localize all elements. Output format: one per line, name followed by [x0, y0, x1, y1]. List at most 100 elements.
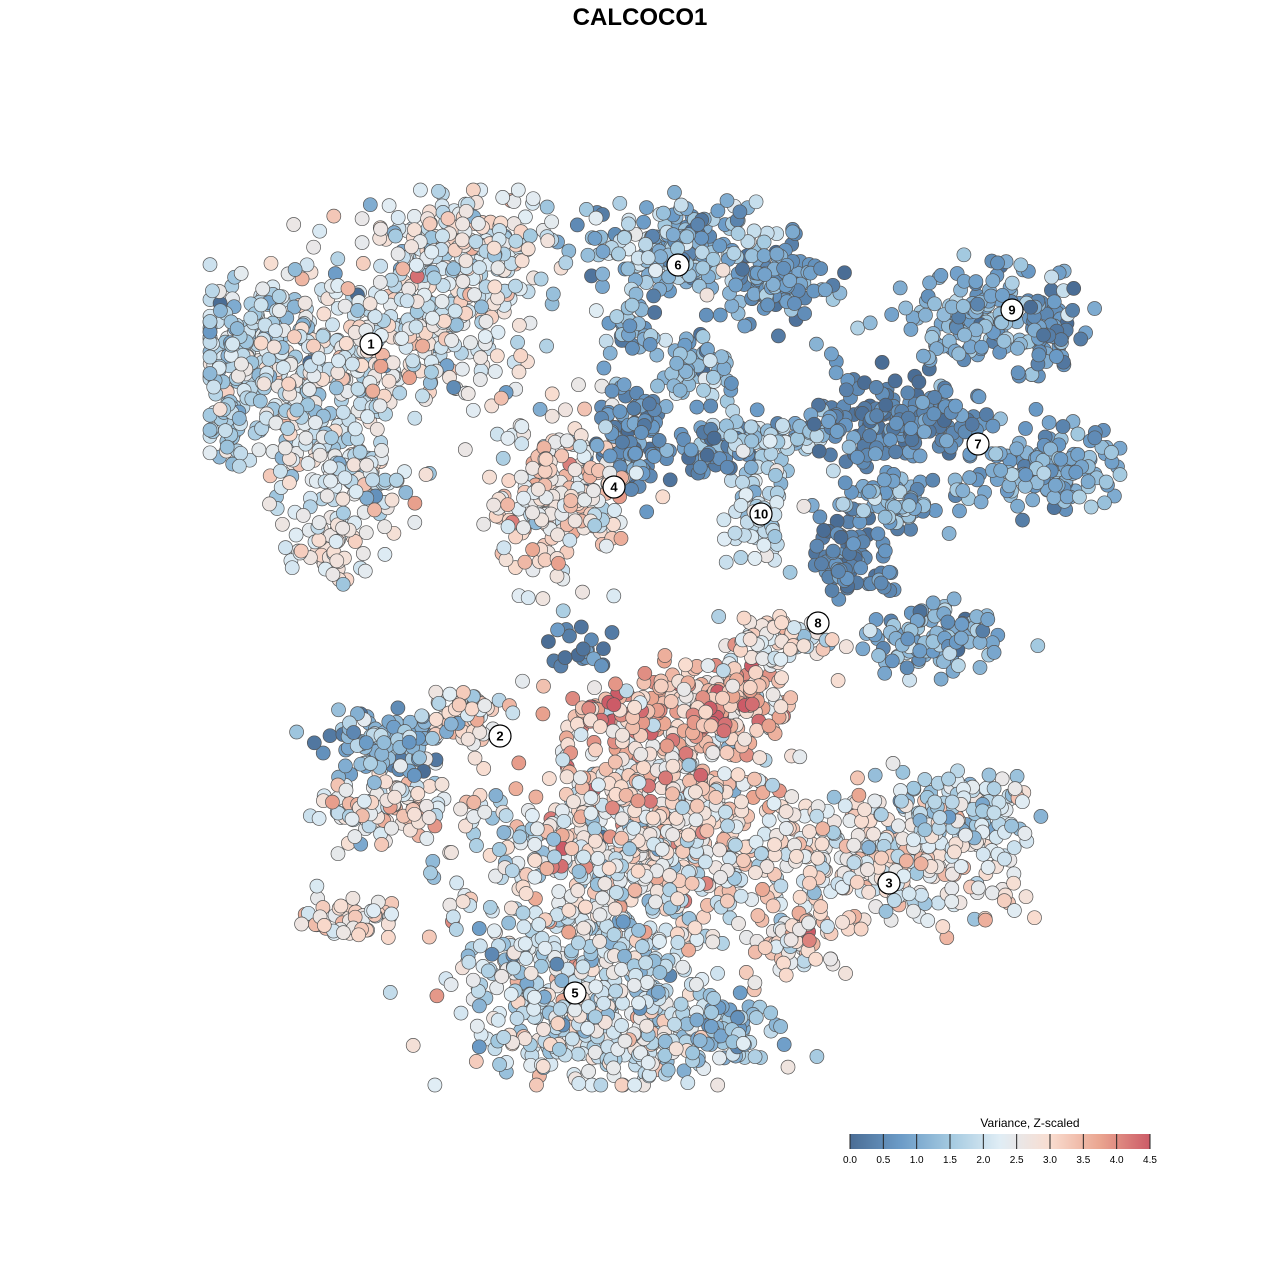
scatter-point [440, 211, 456, 226]
scatter-point [814, 556, 829, 572]
scatter-point [424, 364, 439, 380]
scatter-point [551, 884, 567, 899]
scatter-point [294, 916, 309, 932]
scatter-point [985, 418, 1001, 434]
scatter-point [369, 421, 385, 437]
scatter-point [1028, 401, 1044, 417]
scatter-point [888, 444, 904, 460]
scatter-point [853, 921, 869, 937]
scatter-point [606, 588, 622, 604]
scatter-point [537, 940, 553, 956]
scatter-point [646, 449, 662, 464]
scatter-point [1046, 294, 1062, 310]
scatter-point [306, 735, 322, 751]
scatter-point [324, 430, 339, 446]
scatter-point [546, 831, 562, 847]
scatter-point [510, 334, 525, 350]
scatter-point [802, 824, 817, 839]
scatter-point [408, 319, 424, 335]
scatter-point [1031, 347, 1047, 363]
scatter-point [612, 404, 628, 419]
scatter-point [646, 288, 661, 304]
scatter-point [1046, 490, 1062, 505]
scatter-point [778, 821, 794, 836]
scatter-point [575, 959, 591, 975]
scatter-point [703, 398, 719, 414]
scatter-point [773, 1019, 788, 1034]
scatter-point [672, 382, 688, 398]
scatter-point [633, 746, 649, 762]
scatter-point [778, 967, 794, 983]
scatter-point [492, 842, 507, 857]
scatter-point [598, 419, 613, 435]
scatter-point [377, 547, 393, 562]
scatter-point [533, 271, 549, 287]
scatter-point [889, 415, 904, 431]
scatter-point [443, 716, 459, 732]
scatter-point [587, 518, 603, 533]
scatter-point [233, 266, 249, 281]
scatter-point [539, 338, 554, 354]
scatter-point [434, 294, 450, 309]
scatter-point [725, 678, 741, 694]
scatter-point [219, 439, 235, 455]
scatter-point [916, 348, 931, 364]
scatter-point [282, 475, 297, 491]
scatter-point [202, 349, 218, 365]
scatter-point [898, 853, 914, 869]
scatter-point [792, 749, 808, 765]
scatter-point [927, 296, 942, 312]
scatter-point [917, 822, 933, 838]
scatter-point [487, 364, 503, 379]
scatter-point [288, 527, 304, 543]
scatter-point [755, 882, 770, 897]
scatter-point [817, 282, 833, 298]
scatter-point [374, 443, 389, 458]
scatter-point [446, 380, 462, 395]
scatter-point [602, 345, 618, 361]
scatter-point [525, 460, 541, 476]
scatter-point [415, 338, 430, 354]
scatter-point [640, 1055, 656, 1071]
scatter-point [384, 492, 400, 508]
scatter-point [846, 536, 861, 552]
scatter-point [425, 731, 440, 746]
scatter-point [710, 1077, 726, 1093]
scatter-point [699, 823, 715, 839]
scatter-point [624, 297, 640, 313]
scatter-point [202, 257, 218, 272]
scatter-point [231, 458, 247, 474]
scatter-point [425, 310, 440, 326]
scatter-point [515, 673, 530, 689]
scatter-point [747, 551, 763, 566]
scatter-point [486, 923, 502, 939]
scatter-point [206, 379, 222, 395]
scatter-point [941, 771, 956, 787]
scatter-point [558, 255, 574, 271]
scatter-point [564, 841, 580, 856]
scatter-point [653, 678, 669, 694]
scatter-point [252, 393, 268, 409]
scatter-point [703, 718, 719, 734]
scatter-point [917, 772, 933, 787]
scatter-point [345, 356, 360, 372]
scatter-point [429, 988, 445, 1004]
scatter-point [476, 761, 492, 776]
scatter-point [498, 808, 514, 823]
scatter-point [971, 880, 986, 896]
scatter-point [760, 297, 776, 313]
scatter-point [785, 224, 801, 240]
scatter-point [572, 438, 588, 454]
scatter-point [681, 827, 696, 843]
scatter-point [719, 193, 735, 208]
scatter-point [673, 996, 689, 1012]
scatter-point [608, 676, 623, 692]
scatter-point [374, 837, 389, 852]
scatter-point [376, 735, 392, 750]
scatter-point [523, 965, 539, 981]
scatter-point [614, 1018, 629, 1033]
scatter-point [595, 890, 610, 906]
scatter-point [986, 805, 1002, 821]
scatter-point [622, 318, 638, 334]
scatter-point [748, 865, 763, 880]
